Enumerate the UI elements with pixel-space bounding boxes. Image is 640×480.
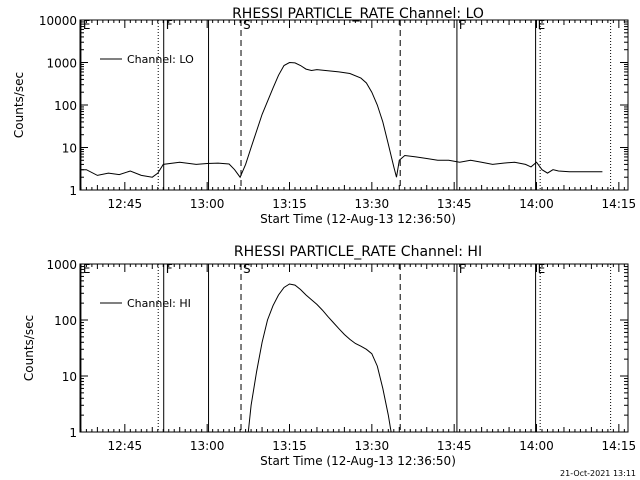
chart-panel-lo: RHESSI PARTICLE_RATE Channel: LO Counts/s… — [12, 6, 636, 226]
chart-panel-hi: RHESSI PARTICLE_RATE Channel: HI Counts/s… — [22, 244, 636, 468]
x-tick-label: 14:15 — [602, 197, 637, 211]
plot-frame — [79, 19, 629, 191]
x-tick-label: 13:00 — [190, 439, 225, 453]
event-marker-label: S — [243, 262, 251, 276]
y-tick-label: 1000 — [46, 258, 77, 272]
chart-title: RHESSI PARTICLE_RATE Channel: HI — [234, 244, 482, 260]
y-axis-label: Counts/sec — [12, 72, 26, 138]
plot-frame — [79, 263, 629, 433]
legend-label: Channel: HI — [127, 297, 191, 310]
event-marker-label: E — [83, 262, 91, 276]
y-tick-label: 10 — [62, 142, 77, 156]
series-line — [80, 61, 603, 179]
y-tick-label: 1000 — [46, 57, 77, 71]
event-marker-label: S — [243, 18, 251, 32]
x-tick-label: 12:45 — [108, 197, 143, 211]
y-tick-label: 10 — [62, 370, 77, 384]
x-tick-label: 13:30 — [355, 197, 390, 211]
y-axis-label: Counts/sec — [22, 315, 36, 381]
x-tick-label: 14:00 — [519, 439, 554, 453]
x-axis-label: Start Time (12-Aug-13 12:36:50) — [260, 454, 456, 468]
y-tick-label: 100 — [54, 99, 77, 113]
event-marker-label: F — [166, 262, 173, 276]
series-line — [247, 283, 392, 433]
x-tick-label: 13:30 — [355, 439, 390, 453]
x-tick-label: 12:45 — [108, 439, 143, 453]
chart-title: RHESSI PARTICLE_RATE Channel: LO — [232, 6, 484, 22]
x-tick-label: 13:45 — [437, 197, 472, 211]
x-axis-label: Start Time (12-Aug-13 12:36:50) — [260, 212, 456, 226]
x-tick-label: 13:15 — [272, 439, 307, 453]
event-marker-label: E — [538, 18, 546, 32]
legend-label: Channel: LO — [127, 53, 194, 66]
event-marker-label: F — [166, 18, 173, 32]
y-tick-label: 100 — [54, 314, 77, 328]
x-tick-label: 14:00 — [519, 197, 554, 211]
x-tick-label: 14:15 — [602, 439, 637, 453]
footer-timestamp: 21-Oct-2021 13:11 — [560, 469, 636, 478]
event-marker-label: E — [83, 18, 91, 32]
y-tick-label: 1 — [69, 184, 77, 198]
y-tick-label: 10000 — [39, 14, 77, 28]
event-marker-label: F — [459, 262, 466, 276]
event-marker-label: F — [459, 18, 466, 32]
event-marker-label: E — [538, 262, 546, 276]
y-tick-label: 1 — [69, 426, 77, 440]
x-tick-label: 13:15 — [272, 197, 307, 211]
x-tick-label: 13:00 — [190, 197, 225, 211]
x-tick-label: 13:45 — [437, 439, 472, 453]
